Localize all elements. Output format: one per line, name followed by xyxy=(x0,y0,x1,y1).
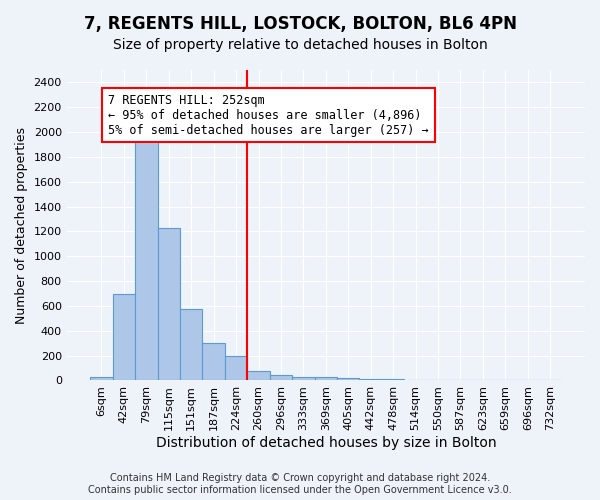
Y-axis label: Number of detached properties: Number of detached properties xyxy=(15,126,28,324)
Bar xyxy=(90,378,113,380)
Text: Contains HM Land Registry data © Crown copyright and database right 2024.
Contai: Contains HM Land Registry data © Crown c… xyxy=(88,474,512,495)
Bar xyxy=(113,294,135,380)
Text: Size of property relative to detached houses in Bolton: Size of property relative to detached ho… xyxy=(113,38,487,52)
Bar xyxy=(158,228,180,380)
Text: 7, REGENTS HILL, LOSTOCK, BOLTON, BL6 4PN: 7, REGENTS HILL, LOSTOCK, BOLTON, BL6 4P… xyxy=(83,15,517,33)
Text: 7 REGENTS HILL: 252sqm
← 95% of detached houses are smaller (4,896)
5% of semi-d: 7 REGENTS HILL: 252sqm ← 95% of detached… xyxy=(108,94,429,136)
X-axis label: Distribution of detached houses by size in Bolton: Distribution of detached houses by size … xyxy=(155,436,496,450)
Bar xyxy=(270,376,292,380)
Bar xyxy=(247,371,270,380)
Bar xyxy=(382,379,404,380)
Bar xyxy=(359,378,382,380)
Bar xyxy=(202,343,225,380)
Bar xyxy=(135,138,158,380)
Bar xyxy=(225,356,247,380)
Bar xyxy=(180,309,202,380)
Bar xyxy=(314,378,337,380)
Bar xyxy=(337,378,359,380)
Bar xyxy=(292,376,314,380)
